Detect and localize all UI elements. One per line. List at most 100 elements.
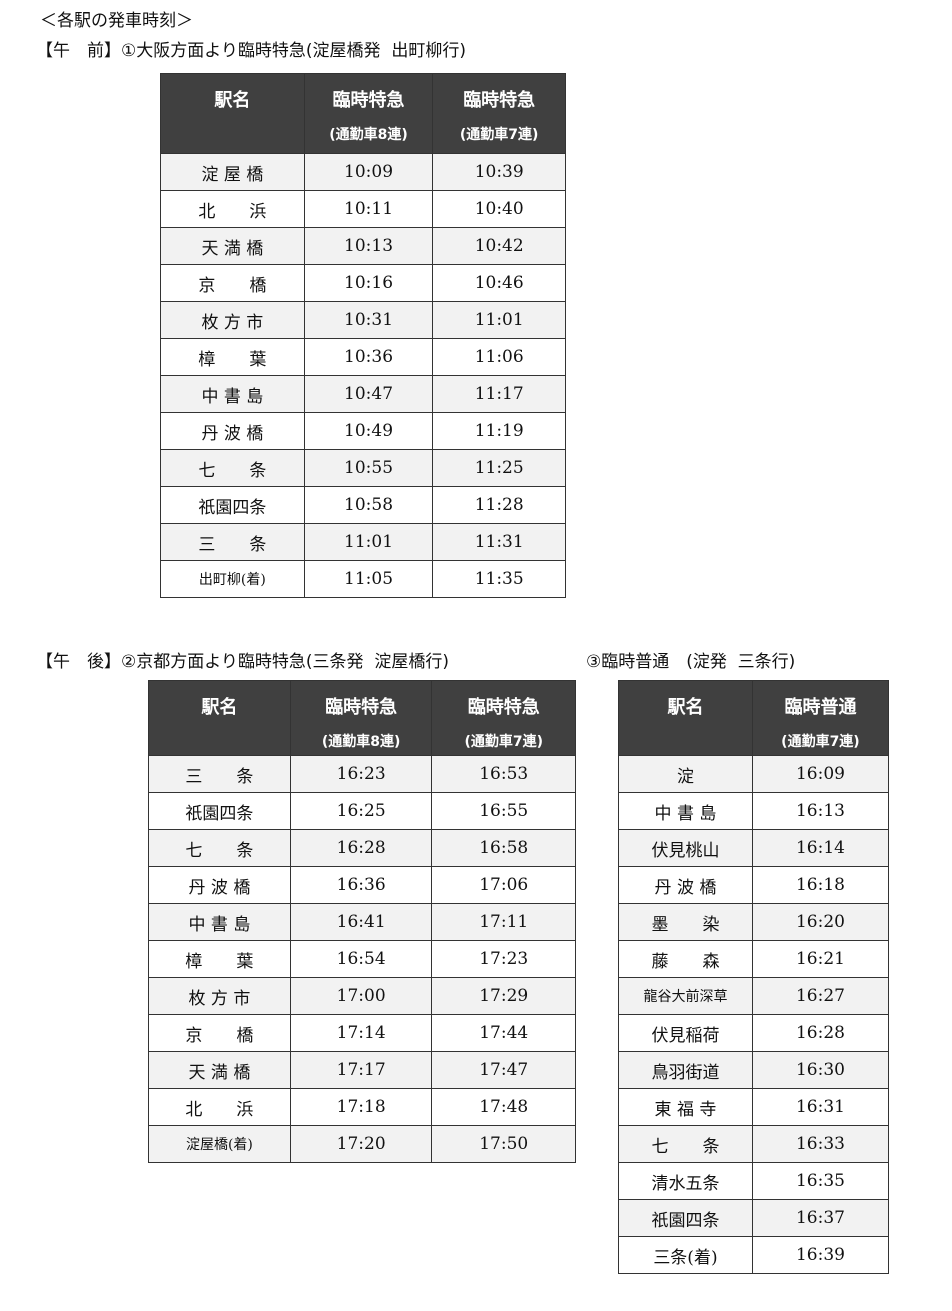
departure-time: 16:31 [751, 1088, 890, 1126]
departure-time: 16:33 [751, 1125, 890, 1163]
am-section-title: 【午 前】①大阪方面より臨時特急(淀屋橋発 出町柳行) [36, 41, 466, 61]
departure-time: 17:17 [289, 1051, 433, 1089]
departure-time: 16:53 [431, 755, 576, 793]
table-row: 京 橋 17:14 17:44 [148, 1014, 576, 1052]
column-header: 臨時特急 (通勤車7連) [431, 680, 576, 756]
departure-time: 10:39 [432, 153, 566, 191]
station-name: 七 条 [618, 1125, 753, 1163]
departure-time: 16:28 [289, 829, 433, 867]
table-row: 七 条 10:55 11:25 [160, 449, 566, 487]
station-name: 七 条 [160, 449, 305, 487]
table-row: 東 福 寺 16:31 [618, 1088, 890, 1126]
departure-time: 17:14 [289, 1014, 433, 1052]
station-name: 祇園四条 [618, 1199, 753, 1237]
station-name: 丹 波 橋 [160, 412, 305, 450]
station-name: 天 満 橋 [160, 227, 305, 265]
departure-time: 17:44 [431, 1014, 576, 1052]
departure-time: 10:16 [303, 264, 434, 302]
table-row: 祇園四条 10:58 11:28 [160, 486, 566, 524]
table-row: 北 浜 10:11 10:40 [160, 190, 566, 228]
header-title: 駅名 [667, 697, 704, 718]
table-row: 中 書 島 16:13 [618, 792, 890, 830]
header-title: 臨時特急 [463, 90, 536, 111]
departure-time: 16:23 [289, 755, 433, 793]
departure-time: 16:18 [751, 866, 890, 904]
header-subtitle: (通勤車8連) [321, 734, 401, 750]
departure-time: 16:21 [751, 940, 890, 978]
station-name: 京 橋 [148, 1014, 291, 1052]
pm-section-title: 【午 後】②京都方面より臨時特急(三条発 淀屋橋行) [36, 652, 449, 672]
table-row: 丹 波 橋 16:18 [618, 866, 890, 904]
station-name: 祇園四条 [160, 486, 305, 524]
departure-time: 11:31 [432, 523, 566, 561]
station-name: 伏見稲荷 [618, 1014, 753, 1052]
departure-time: 17:18 [289, 1088, 433, 1126]
departure-time: 10:40 [432, 190, 566, 228]
departure-time: 17:11 [431, 903, 576, 941]
table-row: 中 書 島 16:41 17:11 [148, 903, 576, 941]
departure-time: 17:50 [431, 1125, 576, 1163]
departure-time: 10:46 [432, 264, 566, 302]
station-name: 鳥羽街道 [618, 1051, 753, 1089]
table-row: 枚 方 市 10:31 11:01 [160, 301, 566, 339]
table-row: 七 条 16:33 [618, 1125, 890, 1163]
station-name: 中 書 島 [160, 375, 305, 413]
departure-time: 11:01 [303, 523, 434, 561]
departure-time: 16:41 [289, 903, 433, 941]
departure-time: 11:17 [432, 375, 566, 413]
departure-time: 10:42 [432, 227, 566, 265]
station-name: 七 条 [148, 829, 291, 867]
departure-time: 16:14 [751, 829, 890, 867]
header-title: 臨時特急 [467, 697, 540, 718]
column-header: 駅名 [148, 680, 291, 756]
station-name: 藤 森 [618, 940, 753, 978]
table-row: 清水五条 16:35 [618, 1162, 890, 1200]
departure-time: 11:05 [303, 560, 434, 598]
station-name: 樟 葉 [148, 940, 291, 978]
table-row: 三条(着) 16:39 [618, 1236, 890, 1274]
departure-time: 10:11 [303, 190, 434, 228]
table-row: 龍谷大前深草 16:27 [618, 977, 890, 1015]
page-heading: ＜各駅の発車時刻＞ [40, 11, 193, 31]
table-row: 藤 森 16:21 [618, 940, 890, 978]
table-row: 鳥羽街道 16:30 [618, 1051, 890, 1089]
am-timetable: 駅名 臨時特急 (通勤車8連) 臨時特急 (通勤車7連) 淀 屋 橋 10:09 10:39 北… [160, 73, 566, 598]
column-header: 臨時普通 (通勤車7連) [751, 680, 890, 756]
station-name: 三 条 [160, 523, 305, 561]
table-row: 北 浜 17:18 17:48 [148, 1088, 576, 1126]
station-name: 龍谷大前深草 [618, 977, 753, 1015]
departure-time: 11:06 [432, 338, 566, 376]
station-name: 出町柳(着) [160, 560, 305, 598]
departure-time: 10:13 [303, 227, 434, 265]
header-subtitle: (通勤車8連) [329, 127, 408, 143]
station-name: 淀 屋 橋 [160, 153, 305, 191]
station-name: 樟 葉 [160, 338, 305, 376]
departure-time: 11:19 [432, 412, 566, 450]
station-name: 淀 [618, 755, 753, 793]
table-row: 祇園四条 16:25 16:55 [148, 792, 576, 830]
column-header: 臨時特急 (通勤車7連) [432, 73, 566, 154]
station-name: 三 条 [148, 755, 291, 793]
station-name: 三条(着) [618, 1236, 753, 1274]
station-name: 丹 波 橋 [148, 866, 291, 904]
table-row: 枚 方 市 17:00 17:29 [148, 977, 576, 1015]
departure-time: 10:49 [303, 412, 434, 450]
departure-time: 17:47 [431, 1051, 576, 1089]
departure-time: 11:28 [432, 486, 566, 524]
departure-time: 16:28 [751, 1014, 890, 1052]
table-row: 淀屋橋(着) 17:20 17:50 [148, 1125, 576, 1163]
station-name: 北 浜 [148, 1088, 291, 1126]
station-name: 伏見桃山 [618, 829, 753, 867]
departure-time: 16:27 [751, 977, 890, 1015]
station-name: 淀屋橋(着) [148, 1125, 291, 1163]
table-row: 樟 葉 16:54 17:23 [148, 940, 576, 978]
departure-time: 16:39 [751, 1236, 890, 1274]
departure-time: 16:20 [751, 903, 890, 941]
table-row: 伏見桃山 16:14 [618, 829, 890, 867]
header-subtitle: (通勤車7連) [459, 127, 539, 143]
departure-time: 10:31 [303, 301, 434, 339]
station-name: 祇園四条 [148, 792, 291, 830]
station-name: 京 橋 [160, 264, 305, 302]
station-name: 東 福 寺 [618, 1088, 753, 1126]
table-row: 伏見稲荷 16:28 [618, 1014, 890, 1052]
